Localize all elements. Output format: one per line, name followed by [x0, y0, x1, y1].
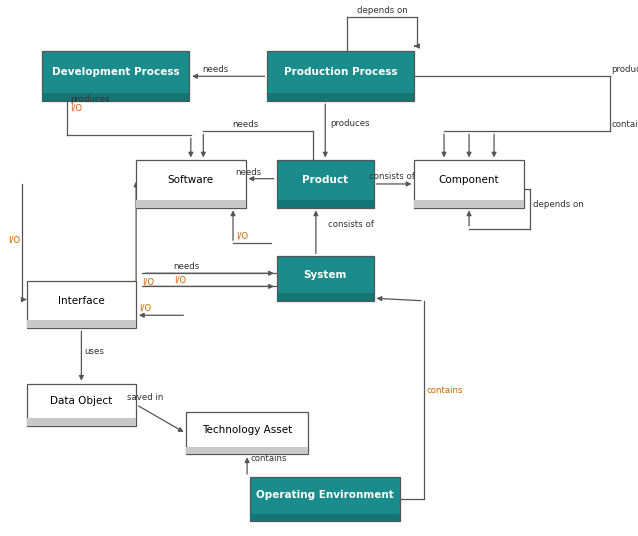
Bar	[250, 514, 400, 522]
Text: I/O: I/O	[236, 232, 248, 241]
Text: produces: produces	[70, 95, 110, 104]
FancyBboxPatch shape	[277, 160, 374, 207]
Text: depends on: depends on	[533, 200, 584, 209]
Text: System: System	[304, 270, 347, 280]
Bar	[136, 199, 246, 207]
FancyBboxPatch shape	[267, 51, 414, 101]
Text: produces: produces	[330, 119, 370, 128]
FancyBboxPatch shape	[136, 160, 246, 207]
Text: Operating Environment: Operating Environment	[256, 490, 394, 500]
Text: Component: Component	[439, 175, 500, 185]
Text: Software: Software	[168, 175, 214, 185]
Text: contains: contains	[427, 386, 463, 394]
FancyBboxPatch shape	[27, 281, 136, 329]
Bar	[414, 199, 524, 207]
Text: I/O: I/O	[142, 278, 154, 286]
Text: Development Process: Development Process	[52, 67, 180, 77]
FancyBboxPatch shape	[277, 256, 374, 301]
Text: needs: needs	[235, 168, 262, 177]
FancyBboxPatch shape	[27, 384, 136, 426]
Text: Production Process: Production Process	[284, 67, 397, 77]
Text: needs: needs	[232, 120, 258, 129]
Text: needs: needs	[174, 262, 200, 271]
Text: depends on: depends on	[357, 5, 407, 14]
Text: contains: contains	[612, 120, 638, 129]
FancyBboxPatch shape	[414, 160, 524, 207]
Text: I/O: I/O	[8, 235, 20, 244]
Text: consists of: consists of	[369, 173, 415, 181]
Bar	[186, 448, 308, 455]
Bar	[27, 419, 136, 426]
Text: I/O: I/O	[70, 104, 82, 113]
Text: produces: produces	[612, 65, 638, 73]
Text: Interface: Interface	[58, 296, 105, 306]
Text: I/O: I/O	[140, 304, 152, 312]
Bar	[277, 293, 374, 301]
Bar	[267, 93, 414, 101]
Bar	[27, 321, 136, 329]
Text: uses: uses	[84, 347, 105, 356]
FancyBboxPatch shape	[186, 413, 308, 455]
Text: Technology Asset: Technology Asset	[202, 425, 292, 435]
Text: Data Object: Data Object	[50, 396, 112, 406]
Bar	[277, 199, 374, 207]
FancyBboxPatch shape	[250, 477, 400, 522]
Text: needs: needs	[203, 65, 229, 73]
FancyBboxPatch shape	[42, 51, 189, 101]
Text: contains: contains	[250, 454, 286, 463]
Text: Product: Product	[302, 175, 348, 185]
Text: saved in: saved in	[128, 393, 164, 402]
Bar	[42, 93, 189, 101]
Text: I/O: I/O	[174, 276, 186, 284]
Text: consists of: consists of	[329, 220, 375, 229]
